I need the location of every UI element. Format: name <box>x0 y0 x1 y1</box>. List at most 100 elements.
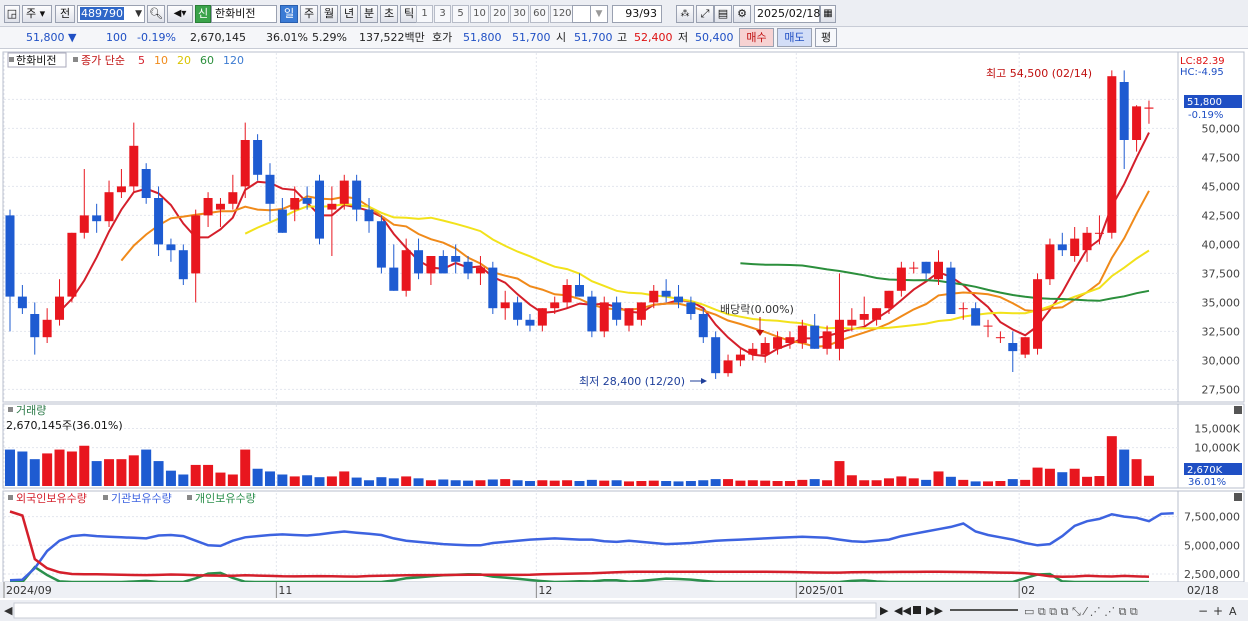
period-button[interactable]: 년 <box>340 5 358 23</box>
font-size-icon[interactable]: A <box>1229 605 1237 618</box>
step-dropdown-icon[interactable]: ▼ <box>590 5 608 23</box>
legend-square-icon <box>73 57 78 62</box>
volume-panel-close-icon[interactable] <box>1234 406 1242 414</box>
volume-bar <box>809 479 820 486</box>
ma-line <box>244 203 1150 330</box>
volume-bar <box>524 481 535 486</box>
ma-legend-item: 5 <box>138 54 145 67</box>
volume-bar <box>1007 479 1018 486</box>
data-count-field[interactable]: 93/93 <box>612 5 662 23</box>
indicator-icon[interactable]: ⁂ <box>676 5 694 23</box>
zoom-tool-icon[interactable]: ⤢ <box>696 5 714 23</box>
scroll-next-page-icon[interactable]: ▶▶ <box>926 604 943 617</box>
volume-bars <box>5 436 1154 486</box>
volume-bar <box>1106 436 1117 486</box>
tick-step-button[interactable]: 60 <box>530 5 549 23</box>
volume-tick-label: 15,000K <box>1194 423 1240 436</box>
volume-bar <box>17 451 28 486</box>
volume-axis-frame <box>1177 403 1245 489</box>
tool-icons[interactable]: ▭ ⧉ ⧉ ⧉ ⤡ ⁄ ⋰ ⋰ ⧉ ⧉ <box>1024 605 1138 618</box>
holdings-legend: 외국인보유수량 기관보유수량 개인보유수량 <box>8 492 256 505</box>
prev-button[interactable]: 전 <box>55 5 75 23</box>
candlestick-series <box>5 70 1154 379</box>
period-button[interactable]: 분 <box>360 5 378 23</box>
volume-bar <box>116 459 127 486</box>
candle-body <box>773 337 783 349</box>
period-button[interactable]: 월 <box>320 5 338 23</box>
volume-bar <box>264 471 275 486</box>
tick-step-button[interactable]: 20 <box>490 5 509 23</box>
scroll-left-icon[interactable]: ◀ <box>4 604 13 617</box>
scroll-prev-page-icon[interactable]: ◀◀ <box>894 604 911 617</box>
volume-bar <box>760 480 771 486</box>
candle-body <box>884 290 894 309</box>
period-button[interactable]: 주 <box>300 5 318 23</box>
price-axis-frame <box>1177 51 1245 403</box>
market-select[interactable]: 주 ▾ <box>22 5 52 23</box>
low-annotation: 최저 28,400 (12/20) <box>579 375 685 388</box>
stock-chart[interactable]: 27,500 30,000 32,500 35,000 37,500 40,000 42,5… <box>0 49 1248 621</box>
x-axis-label: 2024/09 <box>6 584 52 597</box>
calendar-icon[interactable]: ▦ <box>820 5 836 23</box>
volume-bar <box>958 479 969 486</box>
tick-step-button[interactable]: 5 <box>452 5 469 23</box>
candle-body <box>376 221 386 268</box>
candle-body <box>339 180 349 204</box>
volume-current-label: 2,670K <box>1187 465 1223 476</box>
scrollbar-track[interactable] <box>13 602 877 619</box>
period-button[interactable]: 초 <box>380 5 398 23</box>
tick-step-button[interactable]: 120 <box>550 5 574 23</box>
period-button[interactable]: 일 <box>280 5 298 23</box>
sell-button[interactable]: 매도 <box>777 28 812 47</box>
eval-button[interactable]: 평 <box>815 28 837 47</box>
price-tick-label: 47,500 <box>1202 151 1241 164</box>
volume-bar <box>1094 476 1105 486</box>
speaker-icon[interactable]: ◀▾ <box>167 5 193 23</box>
holdings-legend-item: 기관보유수량 <box>111 492 172 505</box>
candle-body <box>909 267 919 269</box>
candle-body <box>104 192 114 222</box>
legend-stock-box[interactable] <box>7 52 67 68</box>
stop-icon[interactable] <box>913 606 921 614</box>
volume-bar <box>376 477 387 486</box>
ma-legend-item: 10 <box>154 54 168 67</box>
holdings-panel-close-icon[interactable] <box>1234 493 1242 501</box>
candle-body <box>859 314 869 320</box>
x-axis-labels: 2024/09 11 12 2025/01 02 <box>3 582 1035 598</box>
candle-body <box>698 314 708 338</box>
low-label: 저 <box>678 31 689 44</box>
volume-bar <box>574 481 585 486</box>
candle-body <box>401 250 411 291</box>
candle-body <box>265 174 275 204</box>
candle-body <box>785 337 795 343</box>
candle-body <box>550 302 560 309</box>
tick-step-button[interactable]: 10 <box>470 5 489 23</box>
scroll-right-icon[interactable]: ▶ <box>880 604 889 617</box>
tick-step-button[interactable]: 1 <box>416 5 433 23</box>
period-button[interactable]: 틱 <box>400 5 418 23</box>
search-icon[interactable]: 🔍︎ <box>147 5 165 23</box>
stock-code-input[interactable]: 489790 ▼ <box>77 5 145 23</box>
volume-bar <box>314 477 325 486</box>
current-price-value: 51,800 <box>26 31 65 44</box>
candle-body <box>735 354 745 361</box>
volume-bar <box>240 449 251 486</box>
screen-menu-icon[interactable]: ◲ <box>4 5 20 23</box>
zoom-in-icon[interactable]: + <box>1213 604 1223 618</box>
volume-bar <box>834 461 845 486</box>
tick-step-button[interactable]: 30 <box>510 5 529 23</box>
save-icon[interactable]: ▤ <box>714 5 732 23</box>
volume-bar <box>54 449 65 486</box>
candle-body <box>574 285 584 297</box>
volume-bar <box>896 476 907 486</box>
x-axis-label: 12 <box>538 584 552 597</box>
code-dropdown-icon[interactable]: ▼ <box>135 9 142 19</box>
end-date-input[interactable]: 2025/02/18 <box>754 5 820 23</box>
candle-body <box>896 267 906 291</box>
zoom-out-icon[interactable]: − <box>1198 604 1208 618</box>
buy-button[interactable]: 매수 <box>739 28 774 47</box>
candle-body <box>166 244 176 251</box>
tick-step-button[interactable]: 3 <box>434 5 451 23</box>
candle-body <box>612 302 622 320</box>
gear-icon[interactable]: ⚙ <box>733 5 751 23</box>
